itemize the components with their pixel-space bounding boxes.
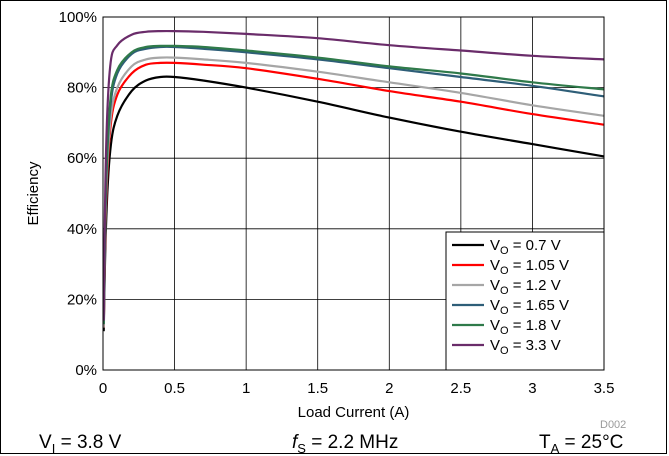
- x-axis-label: Load Current (A): [298, 404, 410, 421]
- figure-code: D002: [600, 419, 626, 431]
- fs-condition: fS = 2.2 MHz: [292, 432, 398, 456]
- x-tick-labels: 0 0.5 1 1.5 2 2.5 3 3.5: [99, 380, 615, 397]
- y-tick-label: 80%: [67, 80, 97, 97]
- series-line-5: [102, 29, 605, 321]
- y-tick-label: 20%: [67, 291, 97, 308]
- x-tick-label: 2.5: [450, 380, 471, 397]
- plot-border: [102, 16, 605, 371]
- x-tick-label: 0: [99, 380, 107, 397]
- vi-condition: VI = 3.8 V: [39, 432, 122, 456]
- y-tick-label: 0%: [75, 362, 97, 379]
- legend: VO = 0.7 VVO = 1.05 VVO = 1.2 VVO = 1.65…: [445, 231, 605, 371]
- x-tick-label: 1: [242, 380, 250, 397]
- legend-label-0: VO = 0.7 V: [490, 237, 561, 257]
- series-line-4: [102, 44, 605, 325]
- x-tick-label: 1.5: [307, 380, 328, 397]
- series-line-2: [102, 56, 605, 328]
- y-tick-label: 60%: [67, 150, 97, 167]
- legend-label-1: VO = 1.05 V: [490, 257, 569, 277]
- x-tick-label: 3.5: [594, 380, 615, 397]
- series-lines: [102, 29, 605, 332]
- y-axis-label: Efficiency: [25, 161, 42, 225]
- legend-label-3: VO = 1.65 V: [490, 297, 569, 317]
- legend-label-2: VO = 1.2 V: [490, 277, 561, 297]
- series-line-0: [102, 75, 605, 332]
- x-tick-label: 0.5: [164, 380, 185, 397]
- legend-label-5: VO = 3.3 V: [490, 337, 561, 357]
- y-tick-label: 40%: [67, 221, 97, 238]
- x-tick-label: 2: [385, 380, 393, 397]
- legend-box: [445, 231, 605, 371]
- legend-label-4: VO = 1.8 V: [490, 317, 561, 337]
- x-tick-label: 3: [528, 380, 536, 397]
- ta-condition: TA = 25°C: [539, 432, 623, 456]
- y-tick-labels: 0% 20% 40% 60% 80% 100%: [59, 9, 97, 379]
- y-tick-label: 100%: [59, 9, 97, 26]
